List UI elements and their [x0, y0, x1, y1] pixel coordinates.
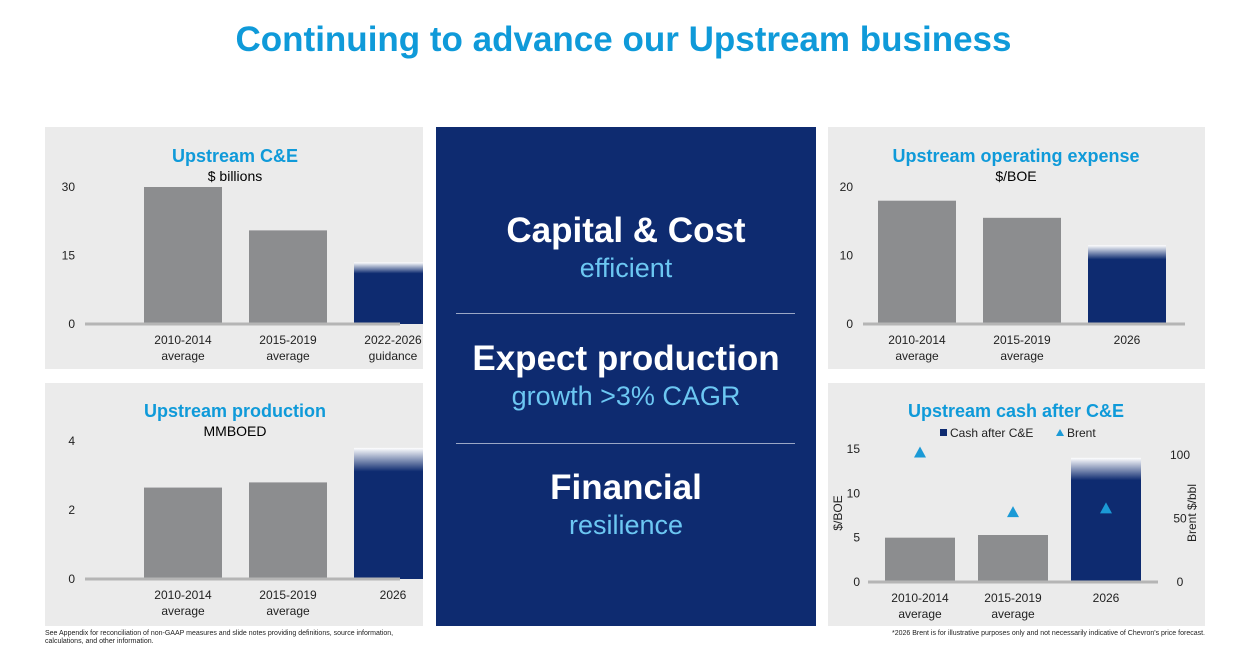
- highlight-heading: Financial: [550, 468, 702, 507]
- chart-subtitle: MMBOED: [204, 423, 267, 439]
- y-tick-label: 30: [62, 180, 76, 194]
- bar: [249, 482, 327, 579]
- chart-title: Upstream operating expense: [892, 146, 1139, 166]
- y-tick-label: 20: [840, 180, 854, 194]
- bar: [1088, 245, 1166, 324]
- category-label: 2015-2019: [259, 588, 317, 602]
- chart-upstream-cash-after-ce: Upstream cash after C&E 0 5 10 15 2010-2014 av…: [831, 401, 1199, 621]
- category-label: 2026: [380, 588, 407, 602]
- highlight-production: Expect production growth >3% CAGR: [436, 339, 816, 413]
- category-label: 2026: [1114, 333, 1141, 347]
- brent-marker: [914, 446, 926, 458]
- highlight-subheading: efficient: [579, 253, 673, 283]
- y-tick-label: 4: [68, 434, 75, 448]
- chart-title: Upstream production: [144, 401, 326, 421]
- legend-label-brent: Brent: [1067, 426, 1096, 440]
- legend-swatch-brent: [1056, 429, 1064, 436]
- brent-marker: [1100, 502, 1112, 514]
- chart-subtitle: $ billions: [208, 168, 262, 184]
- chart-title: Upstream C&E: [172, 146, 298, 166]
- y-tick-label: 15: [62, 249, 76, 263]
- y-tick-label: 0: [853, 575, 860, 589]
- bar: [885, 537, 955, 582]
- chart-panel-upstream-operating-expense: Upstream operating expense $/BOE 0 10 20 2010…: [828, 127, 1205, 369]
- y-tick-label: 10: [840, 249, 854, 263]
- legend-swatch-cash: [940, 429, 947, 436]
- highlight-capital-cost: Capital & Cost efficient: [436, 211, 816, 285]
- chart-title: Upstream cash after C&E: [908, 401, 1124, 421]
- bar: [249, 230, 327, 324]
- y-tick-label: 2: [68, 503, 75, 517]
- y2-axis-title: Brent $/bbl: [1185, 484, 1199, 542]
- page-title: Continuing to advance our Upstream busin…: [235, 20, 1012, 59]
- category-label: 2022-2026: [364, 333, 422, 347]
- category-label: 2015-2019: [984, 591, 1042, 605]
- category-label: 2010-2014: [891, 591, 949, 605]
- y-axis-title: $/BOE: [831, 495, 845, 530]
- chart-panel-upstream-cash: Upstream cash after C&E 0 5 10 15 2010-2014 av…: [828, 383, 1205, 626]
- chart-upstream-ce: Upstream C&E $ billions 0 15 30 2010-2014 aver…: [62, 146, 423, 363]
- highlight-heading: Expect production: [472, 339, 780, 378]
- category-label: 2015-2019: [259, 333, 317, 347]
- bar: [144, 487, 222, 579]
- category-label: guidance: [369, 349, 418, 363]
- category-label: 2026: [1093, 591, 1120, 605]
- divider: [456, 443, 795, 444]
- category-label: 2010-2014: [888, 333, 946, 347]
- chart-panel-upstream-ce: Upstream C&E $ billions 0 15 30 2010-2014 aver…: [45, 127, 423, 369]
- y2-tick-label: 0: [1177, 575, 1184, 589]
- y-tick-label: 10: [847, 486, 861, 500]
- footnote-left: See Appendix for reconciliation of non-G…: [45, 630, 394, 645]
- bar: [983, 217, 1061, 324]
- highlight-financial: Financial resilience: [436, 468, 816, 542]
- y-tick-label: 0: [846, 317, 853, 331]
- highlight-subheading: growth >3% CAGR: [511, 381, 741, 411]
- bar: [978, 535, 1048, 582]
- y-tick-label: 15: [847, 442, 861, 456]
- y2-tick-label: 50: [1173, 512, 1187, 526]
- legend: Cash after C&E Brent: [940, 426, 1096, 440]
- highlights-panel: Capital & Cost efficient Expect producti…: [436, 127, 816, 626]
- highlight-heading: Capital & Cost: [506, 211, 746, 250]
- bar: [144, 187, 222, 324]
- category-label: average: [266, 349, 310, 363]
- bar: [354, 262, 423, 324]
- divider: [456, 313, 795, 314]
- chart-subtitle: $/BOE: [995, 168, 1036, 184]
- highlight-subheading: resilience: [568, 510, 684, 540]
- chart-upstream-operating-expense: Upstream operating expense $/BOE 0 10 20 2010…: [840, 146, 1185, 363]
- chart-panel-upstream-production: Upstream production MMBOED 0 2 4 2010-2014 ave…: [45, 383, 423, 626]
- bar: [354, 447, 423, 579]
- category-label: average: [1000, 349, 1044, 363]
- chart-upstream-production: Upstream production MMBOED 0 2 4 2010-2014 ave…: [68, 401, 423, 618]
- category-label: 2015-2019: [993, 333, 1051, 347]
- category-label: average: [161, 604, 205, 618]
- y-tick-label: 0: [68, 317, 75, 331]
- bar: [878, 200, 956, 324]
- y-tick-label: 5: [853, 531, 860, 545]
- footnote-right: *2026 Brent is for illustrative purposes…: [892, 630, 1205, 637]
- category-label: average: [895, 349, 939, 363]
- y-tick-label: 0: [68, 572, 75, 586]
- y2-tick-label: 100: [1170, 448, 1190, 462]
- category-label: average: [991, 607, 1035, 621]
- bar: [1071, 457, 1141, 582]
- category-label: 2010-2014: [154, 333, 212, 347]
- brent-marker: [1007, 506, 1019, 518]
- category-label: average: [266, 604, 310, 618]
- category-label: average: [161, 349, 205, 363]
- legend-label-cash: Cash after C&E: [950, 426, 1033, 440]
- category-label: average: [898, 607, 942, 621]
- category-label: 2010-2014: [154, 588, 212, 602]
